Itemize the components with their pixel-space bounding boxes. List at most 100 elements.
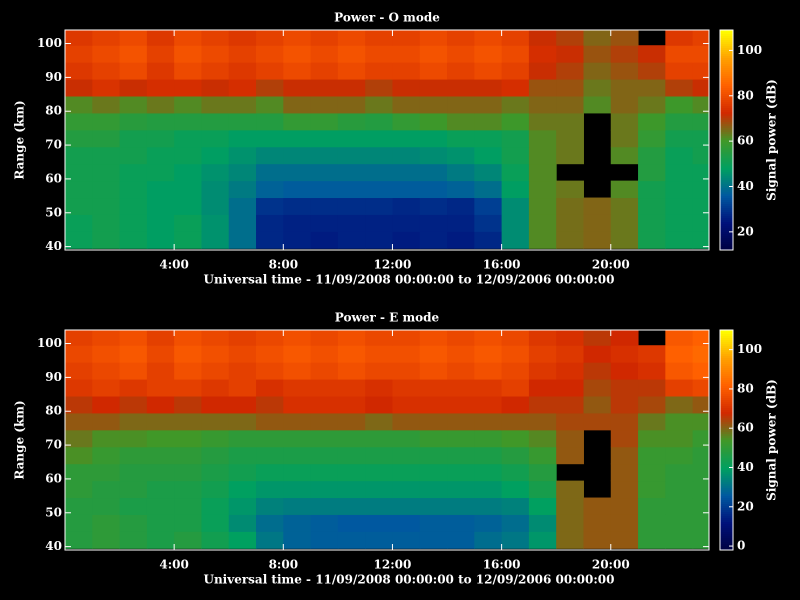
heatmap-cell (256, 345, 284, 363)
chart-title: Power - O mode (334, 11, 440, 25)
heatmap-cell (583, 214, 612, 232)
heatmap-cell (228, 112, 257, 131)
heatmap-cell (692, 463, 709, 482)
colorbar-tick-label: 60 (737, 134, 754, 148)
colorbar-swatch (720, 54, 733, 57)
heatmap-cell (65, 30, 93, 46)
heatmap-cell (610, 129, 639, 148)
heatmap-cell (201, 112, 230, 131)
heatmap-cell (228, 497, 257, 515)
heatmap-cell (65, 146, 93, 165)
heatmap-cell (119, 146, 148, 165)
heatmap-cell (474, 96, 503, 114)
heatmap-cell (501, 231, 530, 249)
heatmap-cell (65, 163, 93, 182)
heatmap-cell (337, 480, 366, 499)
heatmap-cell (119, 112, 148, 131)
colorbar-swatch (720, 104, 733, 107)
colorbar-swatch (720, 90, 733, 93)
colorbar (720, 30, 733, 251)
colorbar-swatch (720, 428, 733, 431)
colorbar-swatch (720, 372, 733, 375)
heatmap-cell (419, 514, 448, 532)
heatmap-cell (92, 163, 121, 182)
heatmap-cell (119, 180, 148, 199)
colorbar-swatch (720, 200, 733, 203)
colorbar-swatch (720, 520, 733, 523)
colorbar-label: Signal power (dB) (765, 379, 779, 501)
heatmap-cell (228, 463, 257, 482)
heatmap-cell (665, 163, 694, 182)
colorbar-swatch (720, 120, 733, 123)
colorbar-swatch (720, 152, 733, 155)
heatmap-cell (665, 514, 694, 532)
heatmap-cell (610, 214, 639, 232)
heatmap-cell (365, 379, 393, 397)
heatmap-cells (65, 330, 709, 549)
heatmap-cell (365, 429, 393, 448)
heatmap-cell (556, 362, 584, 380)
heatmap-cell (528, 480, 557, 499)
heatmap-cell (228, 163, 257, 182)
heatmap-cell (392, 96, 421, 114)
colorbar-swatch (720, 116, 733, 119)
heatmap-cell (501, 345, 530, 363)
heatmap-cell (447, 480, 475, 499)
heatmap-cell (447, 412, 475, 431)
heatmap-cell (528, 463, 557, 482)
colorbar-swatch (720, 474, 733, 477)
heatmap-cell (310, 214, 339, 232)
heatmap-cell (256, 112, 284, 131)
heatmap-cell (665, 396, 694, 414)
heatmap-cell (228, 214, 257, 232)
heatmap-cell (119, 497, 148, 515)
heatmap-cell (283, 214, 312, 232)
heatmap-cell (528, 197, 557, 215)
heatmap-cell (174, 112, 202, 131)
heatmap-cell (256, 429, 284, 448)
colorbar-swatch (720, 462, 733, 465)
heatmap-cell (201, 531, 230, 549)
heatmap-cell (174, 62, 202, 80)
heatmap-cell (228, 330, 257, 346)
heatmap-cell (610, 429, 639, 448)
colorbar-swatch (720, 158, 733, 161)
heatmap-cell (610, 79, 639, 97)
heatmap-cell (337, 345, 366, 363)
heatmap-cell (447, 214, 475, 232)
heatmap-cell (474, 112, 503, 131)
y-tick-label: 100 (37, 336, 62, 350)
colorbar-swatch (720, 382, 733, 385)
heatmap-cell (501, 180, 530, 199)
heatmap-cell (583, 345, 612, 363)
heatmap-cell (174, 412, 202, 431)
heatmap-cell (556, 514, 584, 532)
colorbar-swatch (720, 396, 733, 399)
heatmap-cell (256, 330, 284, 346)
heatmap-cell (119, 96, 148, 114)
heatmap-cell (501, 446, 530, 465)
colorbar-swatch (720, 224, 733, 227)
heatmap-cell (310, 79, 339, 97)
colorbar-swatch (720, 500, 733, 503)
heatmap-cell (638, 531, 666, 549)
heatmap-cell (501, 129, 530, 148)
heatmap-cell (610, 514, 639, 532)
heatmap-cell (228, 429, 257, 448)
heatmap-cell (392, 163, 421, 182)
heatmap-cell (419, 330, 448, 346)
heatmap-cell (65, 362, 93, 380)
heatmap-cell (283, 79, 312, 97)
colorbar-swatch (720, 220, 733, 223)
heatmap-cell (447, 446, 475, 465)
heatmap-cell (665, 96, 694, 114)
heatmap-cell (474, 180, 503, 199)
colorbar-swatch (720, 188, 733, 191)
colorbar-tick-label: 60 (737, 421, 754, 435)
heatmap-cell (419, 180, 448, 199)
heatmap-cell (419, 45, 448, 63)
heatmap-cell (337, 446, 366, 465)
heatmap-cell (638, 497, 666, 515)
colorbar-swatch (720, 450, 733, 453)
heatmap-cell (447, 231, 475, 249)
